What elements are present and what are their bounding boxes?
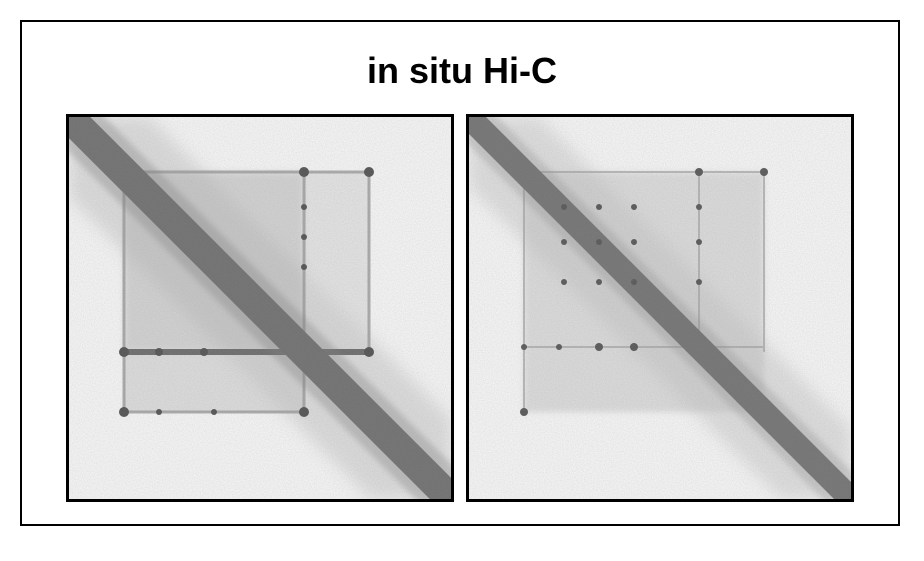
contact-map-left xyxy=(66,114,454,502)
noise-texture xyxy=(469,117,851,499)
contact-map-right-image xyxy=(469,117,851,499)
contact-map-left-image xyxy=(69,117,451,499)
figure-title: in situ Hi-C xyxy=(367,50,557,91)
noise-texture xyxy=(69,117,451,499)
contact-map-right xyxy=(466,114,854,502)
